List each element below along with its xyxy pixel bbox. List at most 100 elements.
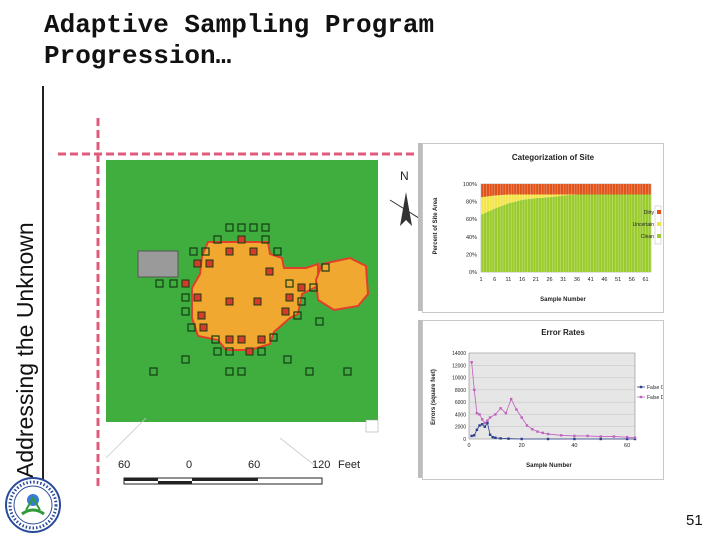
sample-dirty [281, 307, 290, 316]
data-point [475, 428, 479, 431]
sample-dirty [205, 259, 214, 268]
chart1-legend: Dirty Uncertain Clean [633, 205, 662, 245]
chart1-legend-label: Clean [641, 234, 654, 240]
data-point [470, 361, 473, 364]
data-point [470, 434, 473, 438]
sample-clean [309, 283, 318, 292]
sample-dirty [225, 247, 234, 256]
chart2-xtick: 40 [571, 443, 577, 449]
chart1-xtick: 41 [588, 277, 594, 283]
site-map: N 60 0 60 120 Feet [58, 118, 420, 488]
data-point [573, 434, 576, 438]
data-point [520, 437, 523, 441]
chart1-legend-swatch [657, 222, 661, 226]
data-point [560, 434, 563, 437]
sample-clean [181, 293, 190, 302]
chart2-ytick: 4000 [455, 412, 466, 418]
data-point [491, 435, 494, 439]
chart1-ytick: 100% [463, 182, 477, 188]
data-point [499, 437, 502, 440]
data-point [546, 437, 550, 441]
chart1-xtick: 56 [629, 277, 635, 283]
sample-clean [257, 347, 266, 356]
data-point [536, 430, 539, 433]
sample-clean [225, 367, 234, 376]
sample-dirty [225, 297, 234, 306]
page-number: 51 [686, 512, 703, 529]
data-point [475, 412, 479, 415]
sample-dirty [225, 335, 234, 344]
sample-clean [149, 367, 158, 376]
sample-dirty [237, 235, 246, 244]
chart1-title: Categorization of Site [512, 153, 595, 162]
data-point [546, 432, 550, 436]
chart1-plot: 0%20%40%60%80%100%1 6 11 16 21 26 31 36 41 46 51 56… [463, 182, 652, 283]
chart1-xtick: 51 [615, 277, 621, 283]
north-label: N [400, 169, 409, 183]
sample-clean [321, 263, 330, 272]
chart2-title: Error Rates [541, 328, 585, 337]
chart2-legend-label: False Dirty [647, 395, 664, 401]
side-label: Addressing the Unknown [12, 222, 38, 478]
chart2-ytick: 14000 [452, 351, 466, 357]
data-point [494, 413, 497, 416]
data-point [507, 437, 510, 440]
chart2-plot-area [468, 352, 636, 440]
chart1-xtick: 16 [519, 277, 525, 283]
data-point [483, 425, 487, 428]
epa-logo-icon [5, 477, 61, 533]
sample-dirty [265, 267, 274, 276]
sample-clean [237, 223, 246, 232]
chart1-legend-label: Uncertain [633, 222, 655, 228]
chart2-xtick: 20 [519, 443, 525, 449]
chart2-ytick: 2000 [455, 425, 466, 431]
data-point [509, 397, 513, 401]
chart1-ytick: 40% [466, 235, 477, 241]
sample-grid [149, 223, 352, 376]
chart2-xtick: 60 [624, 443, 630, 449]
chart1-ytick: 20% [466, 252, 477, 258]
sample-dirty [257, 335, 266, 344]
chart1-xtick: 31 [560, 277, 566, 283]
sample-clean [155, 279, 164, 288]
chart2-legend-label: False Clean [647, 385, 664, 391]
chart2-plot: 0 2000 4000 6000 8000 10000 12000 14000 0 20 40 60 [452, 351, 637, 449]
error-rates-chart: Error Rates Errors (square feet) Sample … [422, 320, 664, 480]
field-notch [365, 419, 379, 433]
chart1-legend-swatch [657, 234, 661, 238]
data-point [531, 427, 534, 431]
sample-clean [249, 223, 258, 232]
sample-clean [269, 333, 278, 342]
sample-dirty [297, 283, 306, 292]
scale-label-0: 0 [186, 459, 192, 471]
data-point [488, 416, 492, 419]
data-point [633, 437, 637, 441]
sample-dirty [193, 293, 202, 302]
chart2-legend: False Clean False Dirty [637, 385, 664, 401]
chart2-legend-marker [639, 385, 643, 389]
sample-clean [297, 297, 306, 306]
categorization-chart: Categorization of Site Percent of Site A… [422, 143, 664, 313]
sample-clean [181, 307, 190, 316]
chart2-xtick: 0 [467, 443, 470, 449]
chart2-xlabel: Sample Number [526, 463, 572, 469]
sample-clean [213, 235, 222, 244]
chart1-xtick: 46 [601, 277, 607, 283]
data-point [480, 423, 484, 426]
scale-label-60-left: 60 [118, 459, 130, 471]
sample-clean [285, 279, 294, 288]
scale-label-120: 120 [312, 459, 330, 471]
sample-clean [225, 347, 234, 356]
data-point [612, 435, 616, 438]
data-point [573, 437, 576, 441]
chart1-xtick: 6 [493, 277, 496, 283]
data-point [480, 418, 484, 421]
sample-clean [315, 317, 324, 326]
chart2-ytick: 10000 [452, 376, 466, 382]
sample-dirty [197, 311, 206, 320]
sample-clean [181, 355, 190, 364]
scale-label-60-right: 60 [248, 459, 260, 471]
sample-clean [293, 311, 302, 320]
sample-clean [273, 247, 282, 256]
data-point [486, 419, 489, 422]
